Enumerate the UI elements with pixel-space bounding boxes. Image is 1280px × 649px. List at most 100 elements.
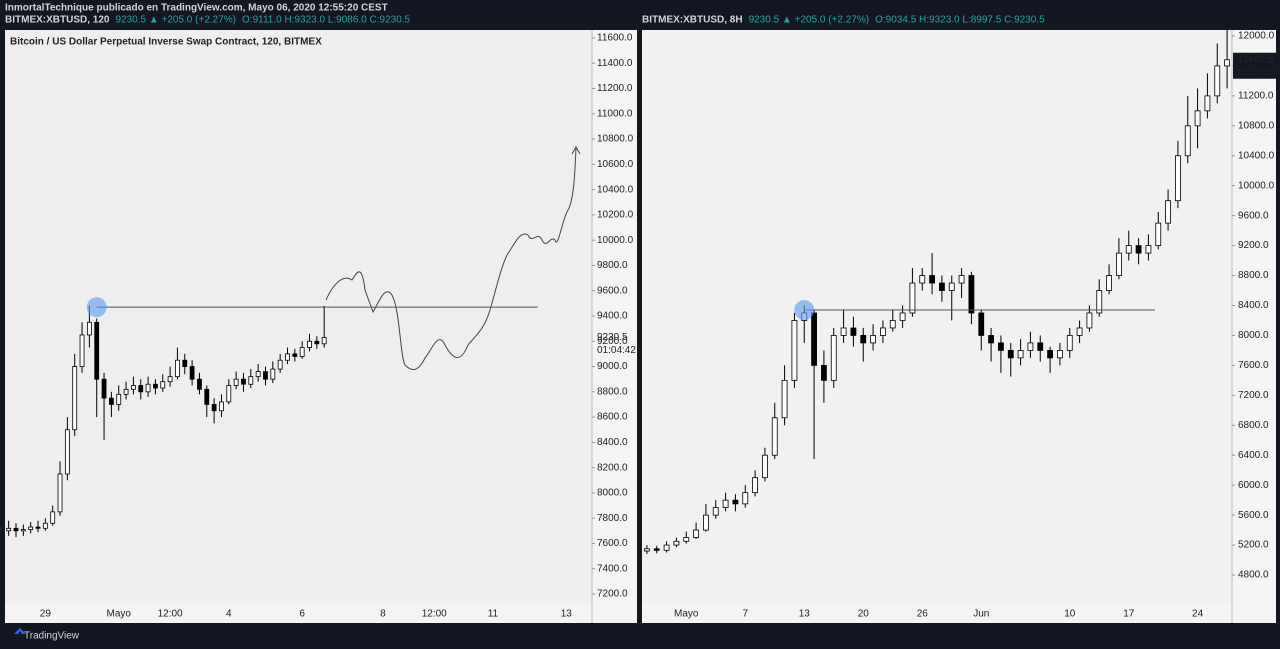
candle-body <box>1086 312 1093 329</box>
candle-body <box>958 275 965 284</box>
candle-body <box>314 340 320 345</box>
candle-body <box>1135 245 1142 254</box>
y-tick-label: 10000.0 <box>1238 180 1275 191</box>
candle-body <box>919 275 926 284</box>
candle-body <box>50 511 56 524</box>
candle-body <box>189 366 195 380</box>
candle-body <box>255 371 261 378</box>
y-tick-label: 8400.0 <box>1238 300 1269 311</box>
chart-title: Bitcoin / US Dollar Perpetual Inverse Sw… <box>10 37 322 48</box>
candle-body <box>771 417 778 456</box>
candle-body <box>909 282 916 314</box>
candle-body <box>1076 327 1083 336</box>
candle-body <box>285 353 290 361</box>
candle-body <box>307 340 312 348</box>
candle-body <box>211 404 217 412</box>
highlight-marker <box>794 299 815 320</box>
ohlc: O:9111.0 H:9323.0 L:9086.0 C:9230.5 <box>242 15 411 26</box>
y-tick-label: 7600.0 <box>1238 360 1269 371</box>
candle-body <box>153 383 158 389</box>
x-tick-label: 7 <box>742 609 748 620</box>
candle-body <box>742 492 749 505</box>
candle-body <box>79 334 85 367</box>
y-tick-label: 10400.0 <box>1238 150 1275 161</box>
y-tick-label: 8600.0 <box>597 412 628 423</box>
candle-body <box>321 337 327 345</box>
y-tick-label: 11200.0 <box>1238 91 1274 102</box>
candle-body <box>57 473 63 513</box>
y-tick-label: 10800.0 <box>597 134 634 145</box>
candle-body <box>830 335 837 381</box>
candle-body <box>703 514 709 531</box>
candle-body <box>663 544 670 551</box>
candle-body <box>1165 200 1171 224</box>
y-tick-label: 5200.0 <box>1238 540 1269 551</box>
right-time-axis <box>642 603 1232 623</box>
projection-path <box>325 147 577 371</box>
price-badge <box>1233 52 1276 79</box>
candle-body <box>860 335 867 344</box>
left-pane <box>5 30 592 603</box>
candle-body <box>1224 59 1230 67</box>
right-price-axis <box>1232 30 1276 623</box>
candle-body <box>35 526 41 529</box>
x-tick-label: 10 <box>1064 609 1076 620</box>
candle-body <box>1017 350 1024 359</box>
candle-body <box>732 499 739 505</box>
x-tick-label: 24 <box>1192 609 1204 620</box>
candle-body <box>1184 125 1191 157</box>
y-tick-label: 10200.0 <box>597 210 634 221</box>
candle-body <box>791 320 798 381</box>
y-tick-label: 6800.0 <box>1238 420 1269 431</box>
candle-body <box>167 376 173 383</box>
candle-body <box>683 537 690 542</box>
countdown-label: 05:04:42 <box>1238 67 1277 78</box>
y-tick-label: 8000.0 <box>597 488 628 499</box>
y-tick-label: 10800.0 <box>1238 120 1275 131</box>
y-tick-label: 7600.0 <box>597 538 628 549</box>
candle-body <box>20 529 26 532</box>
last-price-label: 9230.5 <box>597 332 628 343</box>
candle-body <box>870 335 876 344</box>
candle-body <box>762 454 768 479</box>
x-tick-label: 20 <box>858 609 870 620</box>
candle-body <box>1125 245 1132 254</box>
y-tick-label: 10000.0 <box>597 235 634 246</box>
y-tick-label: 10400.0 <box>597 184 634 195</box>
y-tick-label: 4800.0 <box>1238 570 1269 581</box>
candle-body <box>28 526 34 530</box>
candle-body <box>988 335 994 344</box>
candle-body <box>248 376 254 385</box>
y-tick-label: 10600.0 <box>597 159 634 170</box>
author-line: InmortalTechnique publicado en TradingVi… <box>5 3 388 14</box>
symbol: BITMEX:XBTUSD, 120 <box>5 15 110 26</box>
candle-body <box>72 366 78 431</box>
y-tick-label: 8000.0 <box>1238 330 1269 341</box>
y-tick-label: 9600.0 <box>597 285 628 296</box>
candle-body <box>850 327 857 336</box>
y-tick-label: 7200.0 <box>597 589 628 600</box>
candle-body <box>108 397 114 405</box>
y-tick-label: 7800.0 <box>597 513 628 524</box>
candle-body <box>42 522 48 529</box>
candle-body <box>241 378 246 385</box>
y-tick-label: 11400.0 <box>597 58 633 69</box>
y-tick-label: 9400.0 <box>597 311 628 322</box>
right-pane <box>642 30 1232 603</box>
x-tick-label: 13 <box>799 609 811 620</box>
x-tick-label: 4 <box>226 609 232 620</box>
candle-body <box>94 321 100 380</box>
candle-body <box>948 282 955 291</box>
x-tick-label: 13 <box>561 609 573 620</box>
y-tick-label: 11600.0 <box>597 33 633 44</box>
y-tick-label: 9200.0 <box>1238 240 1269 251</box>
x-tick-label: 11 <box>488 609 499 620</box>
candle-body <box>86 321 92 336</box>
candle-body <box>1106 275 1112 291</box>
candle-body <box>233 378 239 386</box>
candle-body <box>644 548 650 552</box>
candle-body <box>1214 65 1221 97</box>
highlight-marker <box>86 297 107 318</box>
candle-body <box>1047 350 1053 359</box>
